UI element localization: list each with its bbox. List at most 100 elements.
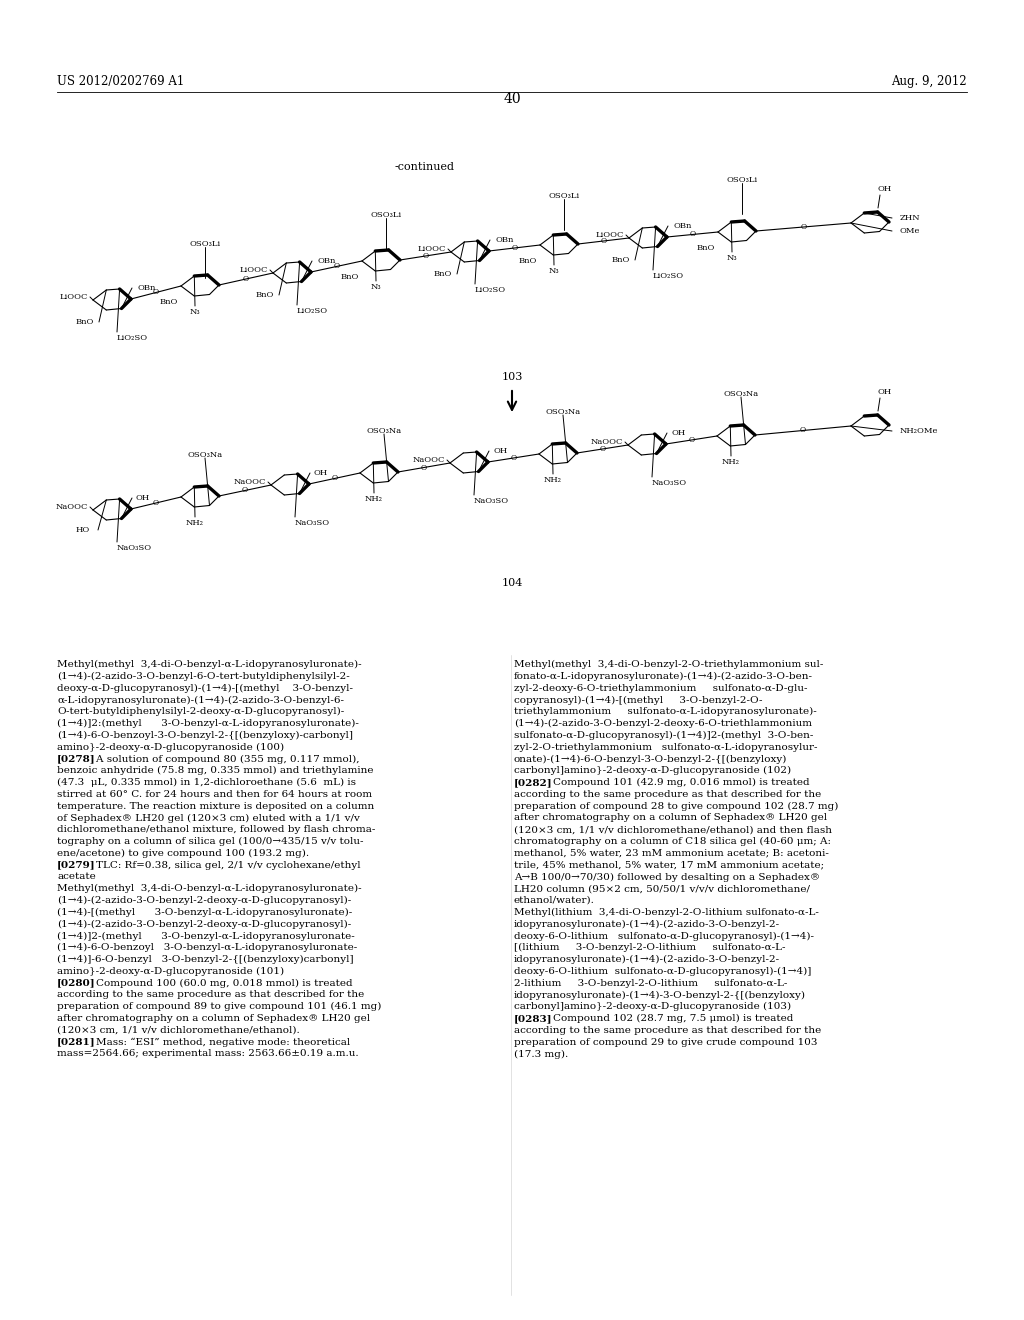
Text: (1→4)-(2-azido-3-O-benzyl-2-deoxy-6-O-triethlammonium: (1→4)-(2-azido-3-O-benzyl-2-deoxy-6-O-tr… [514, 719, 812, 729]
Text: BnO: BnO [696, 244, 715, 252]
Text: methanol, 5% water, 23 mM ammonium acetate; B: acetoni-: methanol, 5% water, 23 mM ammonium aceta… [514, 849, 828, 858]
Text: BnO: BnO [341, 273, 359, 281]
Text: NH₂: NH₂ [186, 519, 204, 527]
Text: ene/acetone) to give compound 100 (193.2 mg).: ene/acetone) to give compound 100 (193.2… [57, 849, 309, 858]
Text: temperature. The reaction mixture is deposited on a column: temperature. The reaction mixture is dep… [57, 801, 374, 810]
Text: OSO₃Li: OSO₃Li [549, 191, 580, 201]
Text: (47.3  μL, 0.335 mmol) in 1,2-dichloroethane (5.6  mL) is: (47.3 μL, 0.335 mmol) in 1,2-dichloroeth… [57, 777, 356, 787]
Text: fonato-α-L-idopyranosyluronate)-(1→4)-(2-azido-3-O-ben-: fonato-α-L-idopyranosyluronate)-(1→4)-(2… [514, 672, 813, 681]
Text: (1→4)-[(methyl      3-O-benzyl-α-L-idopyranosyluronate)-: (1→4)-[(methyl 3-O-benzyl-α-L-idopyranos… [57, 908, 352, 917]
Text: ZHN: ZHN [900, 214, 921, 222]
Text: OH: OH [314, 469, 329, 477]
Text: according to the same procedure as that described for the: according to the same procedure as that … [57, 990, 365, 999]
Text: O: O [243, 275, 249, 282]
Text: Methyl(methyl  3,4-di-O-benzyl-2-O-triethylammonium sul-: Methyl(methyl 3,4-di-O-benzyl-2-O-trieth… [514, 660, 823, 669]
Text: tography on a column of silica gel (100/0→435/15 v/v tolu-: tography on a column of silica gel (100/… [57, 837, 364, 846]
Text: (1→4)-(2-azido-3-O-benzyl-6-O-tert-butyldiphenylsilyl-2-: (1→4)-(2-azido-3-O-benzyl-6-O-tert-butyl… [57, 672, 350, 681]
Text: O: O [423, 252, 429, 260]
Text: (1→4)]2:(methyl      3-O-benzyl-α-L-idopyranosyluronate)-: (1→4)]2:(methyl 3-O-benzyl-α-L-idopyrano… [57, 719, 358, 729]
Text: LiOOC: LiOOC [59, 293, 88, 301]
Text: triethylammonium     sulfonato-α-L-idopyranosyluronate)-: triethylammonium sulfonato-α-L-idopyrano… [514, 708, 817, 717]
Text: amino}-2-deoxy-α-D-glucopyranoside (101): amino}-2-deoxy-α-D-glucopyranoside (101) [57, 966, 284, 975]
Text: LiO₂SO: LiO₂SO [475, 286, 506, 294]
Text: preparation of compound 89 to give compound 101 (46.1 mg): preparation of compound 89 to give compo… [57, 1002, 381, 1011]
Text: Compound 102 (28.7 mg, 7.5 μmol) is treated: Compound 102 (28.7 mg, 7.5 μmol) is trea… [540, 1014, 794, 1023]
Text: US 2012/0202769 A1: US 2012/0202769 A1 [57, 75, 184, 88]
Text: NH₂: NH₂ [722, 458, 740, 466]
Text: LiOOC: LiOOC [418, 246, 446, 253]
Text: 104: 104 [502, 578, 522, 587]
Text: A→B 100/0→70/30) followed by desalting on a Sephadex®: A→B 100/0→70/30) followed by desalting o… [514, 873, 820, 882]
Text: O: O [801, 223, 807, 231]
Text: (1→4)-(2-azido-3-O-benzyl-2-deoxy-α-D-glucopyranosyl)-: (1→4)-(2-azido-3-O-benzyl-2-deoxy-α-D-gl… [57, 920, 351, 929]
Text: after chromatography on a column of Sephadex® LH20 gel: after chromatography on a column of Seph… [57, 1014, 370, 1023]
Text: O: O [600, 238, 606, 246]
Text: O: O [334, 263, 340, 271]
Text: NaOOC: NaOOC [233, 478, 266, 486]
Text: 40: 40 [503, 92, 521, 106]
Text: O: O [599, 445, 605, 453]
Text: sulfonato-α-D-glucopyranosyl)-(1→4)]2-(methyl  3-O-ben-: sulfonato-α-D-glucopyranosyl)-(1→4)]2-(m… [514, 731, 813, 741]
Text: idopyranosyluronate)-(1→4)-(2-azido-3-O-benzyl-2-: idopyranosyluronate)-(1→4)-(2-azido-3-O-… [514, 954, 780, 964]
Text: LiO₂SO: LiO₂SO [297, 308, 328, 315]
Text: TLC: Rf=0.38, silica gel, 2/1 v/v cyclohexane/ethyl: TLC: Rf=0.38, silica gel, 2/1 v/v cycloh… [83, 861, 360, 870]
Text: LiOOC: LiOOC [240, 267, 268, 275]
Text: Compound 101 (42.9 mg, 0.016 mmol) is treated: Compound 101 (42.9 mg, 0.016 mmol) is tr… [540, 777, 809, 787]
Text: LH20 column (95×2 cm, 50/50/1 v/v/v dichloromethane/: LH20 column (95×2 cm, 50/50/1 v/v/v dich… [514, 884, 810, 894]
Text: OBn: OBn [674, 222, 692, 230]
Text: NaO₃SO: NaO₃SO [117, 544, 153, 552]
Text: idopyranosyluronate)-(1→4)-(2-azido-3-O-benzyl-2-: idopyranosyluronate)-(1→4)-(2-azido-3-O-… [514, 920, 780, 929]
Text: O: O [153, 499, 159, 507]
Text: Methyl(methyl  3,4-di-O-benzyl-α-L-idopyranosyluronate)-: Methyl(methyl 3,4-di-O-benzyl-α-L-idopyr… [57, 660, 361, 669]
Text: OSO₃Li: OSO₃Li [726, 176, 758, 183]
Text: O: O [510, 454, 516, 462]
Text: [0280]: [0280] [57, 978, 95, 987]
Text: OH: OH [671, 429, 685, 437]
Text: [0282]: [0282] [514, 777, 553, 787]
Text: idopyranosyluronate)-(1→4)-3-O-benzyl-2-{[(benzyloxy): idopyranosyluronate)-(1→4)-3-O-benzyl-2-… [514, 990, 806, 999]
Text: copyranosyl)-(1→4)-[(methyl     3-O-benzyl-2-O-: copyranosyl)-(1→4)-[(methyl 3-O-benzyl-2… [514, 696, 763, 705]
Text: N₃: N₃ [189, 308, 201, 315]
Text: O-tert-butyldiphenylsilyl-2-deoxy-α-D-glucopyranosyl)-: O-tert-butyldiphenylsilyl-2-deoxy-α-D-gl… [57, 708, 344, 717]
Text: NH₂OMe: NH₂OMe [900, 426, 938, 436]
Text: after chromatography on a column of Sephadex® LH20 gel: after chromatography on a column of Seph… [514, 813, 827, 822]
Text: OBn: OBn [138, 284, 157, 292]
Text: trile, 45% methanol, 5% water, 17 mM ammonium acetate;: trile, 45% methanol, 5% water, 17 mM amm… [514, 861, 824, 870]
Text: OSO₃Na: OSO₃Na [367, 426, 401, 436]
Text: NH₂: NH₂ [365, 495, 383, 503]
Text: onate)-(1→4)-6-O-benzyl-3-O-benzyl-2-{[(benzyloxy): onate)-(1→4)-6-O-benzyl-3-O-benzyl-2-{[(… [514, 755, 787, 763]
Text: (17.3 mg).: (17.3 mg). [514, 1049, 568, 1059]
Text: OBn: OBn [318, 257, 336, 265]
Text: O: O [689, 231, 695, 239]
Text: NH₂: NH₂ [544, 477, 562, 484]
Text: OSO₃Li: OSO₃Li [189, 240, 220, 248]
Text: O: O [421, 463, 427, 471]
Text: [0281]: [0281] [57, 1038, 95, 1047]
Text: NaOOC: NaOOC [591, 438, 623, 446]
Text: mass=2564.66; experimental mass: 2563.66±0.19 a.m.u.: mass=2564.66; experimental mass: 2563.66… [57, 1049, 358, 1059]
Text: amino}-2-deoxy-α-D-glucopyranoside (100): amino}-2-deoxy-α-D-glucopyranoside (100) [57, 743, 284, 751]
Text: zyl-2-deoxy-6-O-triethylammonium     sulfonato-α-D-glu-: zyl-2-deoxy-6-O-triethylammonium sulfona… [514, 684, 808, 693]
Text: (1→4)-6-O-benzoyl   3-O-benzyl-α-L-idopyranosyluronate-: (1→4)-6-O-benzoyl 3-O-benzyl-α-L-idopyra… [57, 944, 357, 952]
Text: ethanol/water).: ethanol/water). [514, 896, 595, 906]
Text: Methyl(methyl  3,4-di-O-benzyl-α-L-idopyranosyluronate)-: Methyl(methyl 3,4-di-O-benzyl-α-L-idopyr… [57, 884, 361, 894]
Text: stirred at 60° C. for 24 hours and then for 64 hours at room: stirred at 60° C. for 24 hours and then … [57, 789, 372, 799]
Text: zyl-2-O-triethylammonium   sulfonato-α-L-idopyranosylur-: zyl-2-O-triethylammonium sulfonato-α-L-i… [514, 743, 817, 751]
Text: 2-lithium     3-O-benzyl-2-O-lithium     sulfonato-α-L-: 2-lithium 3-O-benzyl-2-O-lithium sulfona… [514, 978, 787, 987]
Text: Aug. 9, 2012: Aug. 9, 2012 [891, 75, 967, 88]
Text: Compound 100 (60.0 mg, 0.018 mmol) is treated: Compound 100 (60.0 mg, 0.018 mmol) is tr… [83, 978, 352, 987]
Text: preparation of compound 29 to give crude compound 103: preparation of compound 29 to give crude… [514, 1038, 817, 1047]
Text: carbonyl]amino}-2-deoxy-α-D-glucopyranoside (103): carbonyl]amino}-2-deoxy-α-D-glucopyranos… [514, 1002, 792, 1011]
Text: acetate: acetate [57, 873, 96, 882]
Text: [(lithium     3-O-benzyl-2-O-lithium     sulfonato-α-L-: [(lithium 3-O-benzyl-2-O-lithium sulfona… [514, 944, 785, 952]
Text: OSO₃Na: OSO₃Na [546, 408, 581, 416]
Text: NaOOC: NaOOC [55, 503, 88, 511]
Text: according to the same procedure as that described for the: according to the same procedure as that … [514, 1026, 821, 1035]
Text: carbonyl]amino}-2-deoxy-α-D-glucopyranoside (102): carbonyl]amino}-2-deoxy-α-D-glucopyranos… [514, 766, 792, 775]
Text: NaO₃SO: NaO₃SO [474, 498, 509, 506]
Text: [0278]: [0278] [57, 755, 95, 763]
Text: dichloromethane/ethanol mixture, followed by flash chroma-: dichloromethane/ethanol mixture, followe… [57, 825, 376, 834]
Text: N₃: N₃ [549, 267, 559, 275]
Text: N₃: N₃ [727, 253, 737, 261]
Text: [0283]: [0283] [514, 1014, 553, 1023]
